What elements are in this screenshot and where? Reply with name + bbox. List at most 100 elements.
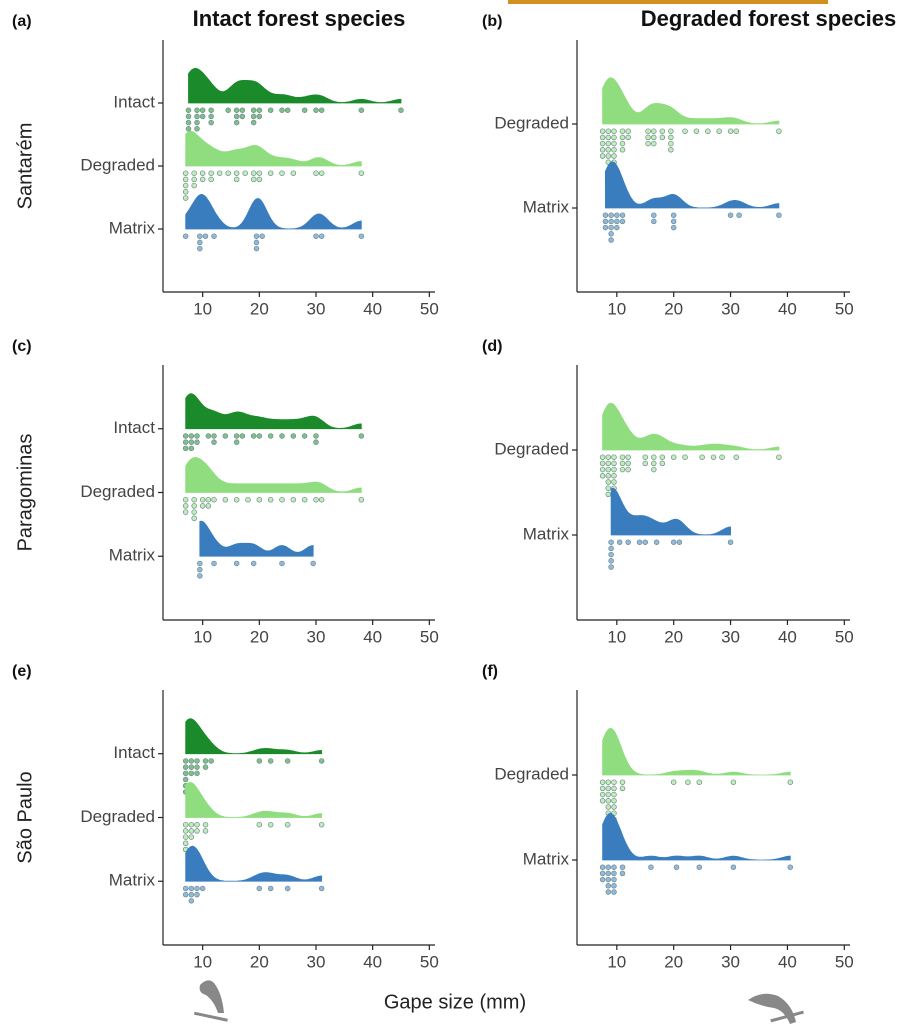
dot: [182, 834, 189, 840]
dot: [614, 212, 620, 218]
dot: [233, 170, 240, 176]
dot: [605, 128, 612, 134]
dot: [611, 473, 617, 479]
dot: [211, 496, 217, 503]
dot: [605, 460, 612, 467]
dot: [636, 539, 643, 545]
dot: [197, 233, 203, 239]
dot: [191, 496, 197, 503]
dot: [194, 828, 200, 834]
dot: [611, 140, 617, 147]
dot: [670, 218, 677, 225]
dot: [608, 212, 614, 218]
dot: [605, 147, 612, 153]
dot: [659, 454, 666, 460]
dot: [645, 128, 651, 134]
dot: [202, 821, 209, 828]
dot: [659, 128, 666, 134]
dot: [182, 189, 189, 195]
density: [185, 193, 362, 230]
dot: [614, 224, 620, 231]
bird-icon-right: [748, 993, 804, 1024]
dot: [614, 218, 620, 225]
dot: [602, 224, 609, 231]
dot: [611, 785, 617, 792]
dot: [599, 870, 606, 877]
dot: [611, 128, 617, 134]
dot: [216, 170, 223, 176]
dot: [225, 107, 231, 113]
category-label: Intact: [113, 743, 155, 762]
dot: [605, 889, 612, 895]
x-tick-label: 30: [307, 952, 326, 971]
dot: [682, 128, 688, 134]
dot: [599, 128, 606, 134]
dot: [318, 496, 325, 503]
dot: [182, 764, 189, 770]
dot: [605, 454, 612, 460]
dot: [776, 212, 782, 218]
dot: [182, 439, 189, 445]
dot: [194, 113, 200, 120]
dot: [267, 170, 274, 176]
density: [185, 393, 362, 430]
dot: [611, 147, 617, 153]
dot: [211, 233, 217, 239]
dot: [194, 770, 200, 777]
dot: [194, 891, 200, 898]
dot: [619, 870, 626, 877]
dot: [211, 433, 217, 439]
dot: [599, 466, 606, 473]
x-tick-label: 20: [664, 299, 683, 318]
dot: [611, 883, 617, 889]
x-tick-label: 10: [607, 627, 626, 646]
dot: [182, 891, 189, 898]
dot: [279, 560, 285, 567]
dot: [776, 454, 782, 460]
category-label: Degraded: [494, 764, 569, 783]
category-label: Intact: [113, 92, 155, 111]
dot: [245, 496, 251, 503]
dot: [182, 170, 189, 176]
dot: [611, 791, 617, 798]
density: [602, 77, 780, 125]
dot: [233, 119, 240, 126]
dot: [188, 445, 195, 452]
dot: [211, 560, 217, 567]
dot: [199, 113, 206, 120]
dot: [256, 113, 263, 120]
dot: [616, 539, 623, 545]
dot: [310, 560, 316, 567]
x-tick-label: 40: [778, 627, 797, 646]
dot: [398, 107, 404, 113]
dot: [202, 764, 209, 770]
dot: [194, 119, 200, 126]
dot: [659, 460, 666, 467]
dot: [611, 798, 617, 804]
dot: [188, 885, 195, 892]
dot: [267, 885, 274, 892]
dot: [653, 539, 660, 545]
panel-label: (a): [12, 13, 32, 30]
dot: [279, 107, 285, 113]
dot: [182, 496, 189, 503]
dot: [205, 503, 212, 509]
dot: [605, 479, 612, 485]
dot: [284, 821, 291, 828]
dot: [670, 779, 677, 785]
dot: [619, 779, 626, 785]
x-tick-label: 30: [721, 627, 740, 646]
panel-title: Intact forest species: [193, 6, 406, 31]
dot: [188, 758, 195, 764]
dot: [197, 566, 203, 573]
dot: [313, 107, 319, 113]
dot: [182, 885, 189, 892]
dot: [611, 876, 617, 883]
dot: [642, 454, 648, 460]
x-tick-label: 20: [250, 952, 269, 971]
category-label: Degraded: [494, 439, 569, 458]
dot: [599, 153, 606, 159]
dot: [730, 864, 737, 870]
dot: [208, 758, 214, 764]
dot: [284, 107, 291, 113]
